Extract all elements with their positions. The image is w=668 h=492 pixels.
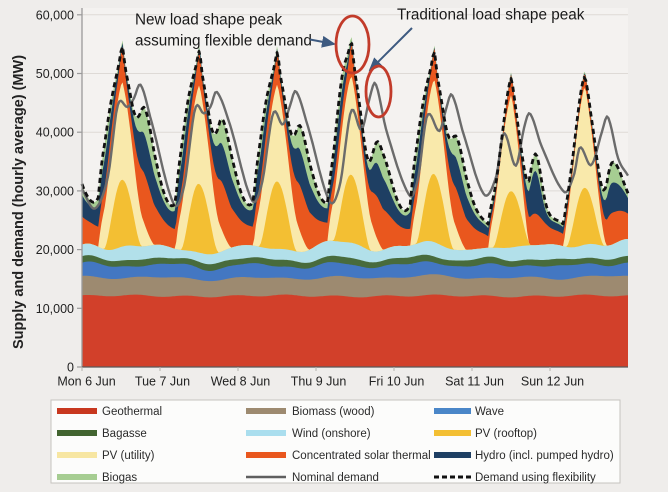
svg-text:Traditional load shape peak: Traditional load shape peak xyxy=(397,7,585,24)
svg-text:Nominal demand: Nominal demand xyxy=(292,472,379,484)
svg-text:Concentrated solar thermal: Concentrated solar thermal xyxy=(292,450,431,462)
svg-text:PV (utility): PV (utility) xyxy=(102,450,155,462)
svg-text:0: 0 xyxy=(67,361,74,375)
svg-text:Hydro (incl. pumped hydro): Hydro (incl. pumped hydro) xyxy=(475,450,614,462)
svg-text:assuming flexible demand: assuming flexible demand xyxy=(135,33,312,50)
svg-text:Supply and demand (hourly aver: Supply and demand (hourly average) (MW) xyxy=(11,55,27,349)
svg-text:10,000: 10,000 xyxy=(36,302,74,316)
svg-text:PV (rooftop): PV (rooftop) xyxy=(475,428,537,440)
svg-text:Thu 9 Jun: Thu 9 Jun xyxy=(291,375,347,389)
svg-text:Biomass (wood): Biomass (wood) xyxy=(292,406,375,418)
svg-text:New load shape peak: New load shape peak xyxy=(135,12,282,29)
svg-text:Wed 8 Jun: Wed 8 Jun xyxy=(211,375,271,389)
svg-text:Mon 6 Jun: Mon 6 Jun xyxy=(57,375,115,389)
svg-text:Sun 12 Jun: Sun 12 Jun xyxy=(521,375,584,389)
svg-text:Demand using flexibility: Demand using flexibility xyxy=(475,472,596,484)
svg-text:40,000: 40,000 xyxy=(36,126,74,140)
svg-text:Wave: Wave xyxy=(475,406,504,418)
svg-text:Tue 7 Jun: Tue 7 Jun xyxy=(135,375,190,389)
svg-text:30,000: 30,000 xyxy=(36,184,74,198)
svg-text:60,000: 60,000 xyxy=(36,8,74,22)
svg-text:Biogas: Biogas xyxy=(102,472,137,484)
svg-text:50,000: 50,000 xyxy=(36,67,74,81)
svg-text:Sat 11 Jun: Sat 11 Jun xyxy=(445,375,504,389)
svg-text:20,000: 20,000 xyxy=(36,243,74,257)
svg-text:Wind (onshore): Wind (onshore) xyxy=(292,428,371,440)
svg-text:Geothermal: Geothermal xyxy=(102,406,162,418)
svg-text:Bagasse: Bagasse xyxy=(102,428,147,440)
svg-text:Fri 10 Jun: Fri 10 Jun xyxy=(369,375,425,389)
